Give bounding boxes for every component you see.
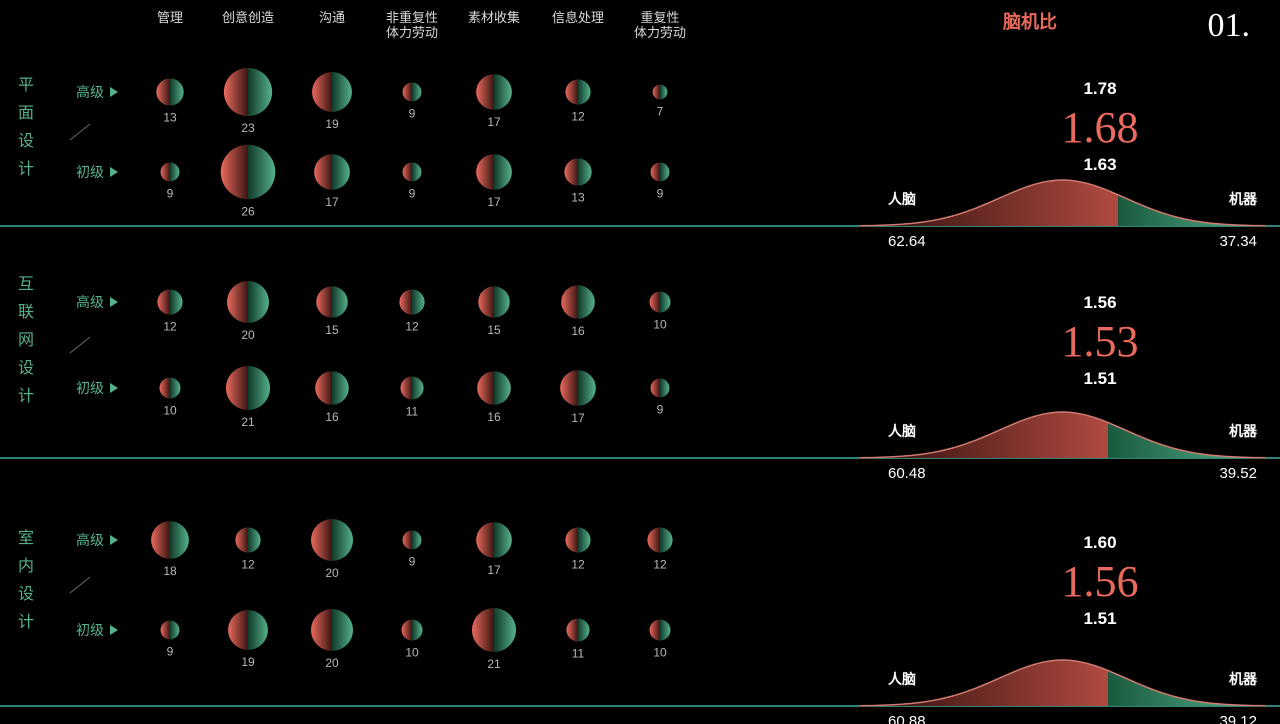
category-label: 计 [18, 613, 34, 631]
machine-value: 39.52 [1219, 465, 1257, 482]
bubble-value: 21 [241, 415, 255, 429]
ratio-top: 1.56 [1083, 293, 1116, 312]
ratio-main: 1.53 [1062, 317, 1139, 366]
bubble-value: 9 [409, 186, 416, 200]
bubble-value: 15 [487, 323, 501, 337]
category-label: 联 [18, 303, 34, 321]
bubble-value: 10 [163, 404, 177, 418]
bubble-value: 23 [241, 121, 255, 135]
level-label: 高级 [76, 84, 104, 100]
bubble-value: 20 [325, 656, 339, 670]
category-label: 计 [18, 160, 34, 178]
bubble-value: 17 [487, 563, 501, 577]
brain-value: 62.64 [888, 233, 926, 250]
bubble-value: 12 [653, 558, 667, 572]
level-label: 高级 [76, 532, 104, 548]
bubble-value: 9 [657, 402, 664, 416]
category-label: 设 [18, 132, 34, 150]
machine-value: 39.12 [1219, 713, 1257, 724]
category-label: 室 [18, 529, 34, 547]
brain-label: 人脑 [888, 671, 916, 687]
bubble-value: 17 [571, 411, 585, 425]
column-header: 信息处理 [552, 10, 604, 25]
bubble-value: 12 [571, 558, 585, 572]
level-label: 高级 [76, 294, 104, 310]
machine-label: 机器 [1229, 423, 1258, 439]
level-label: 初级 [76, 164, 104, 180]
brain-value: 60.88 [888, 713, 926, 724]
bubble-value: 16 [487, 410, 501, 424]
bubble-value: 13 [163, 111, 177, 125]
brain-value: 60.48 [888, 465, 926, 482]
category-label: 互 [18, 276, 34, 293]
ratio-top: 1.60 [1083, 533, 1116, 552]
bubble-value: 10 [653, 318, 667, 332]
column-header: 重复性 [640, 10, 679, 25]
bubble-value: 10 [653, 646, 667, 660]
bubble-value: 11 [406, 405, 419, 419]
bubble-value: 18 [163, 564, 177, 578]
column-header: 管理 [157, 10, 183, 25]
machine-label: 机器 [1229, 671, 1258, 687]
category-label: 面 [18, 105, 34, 122]
ratio-bottom: 1.51 [1083, 609, 1116, 628]
bubble-value: 9 [167, 644, 174, 658]
bubble-value: 13 [571, 191, 585, 205]
column-header: 非重复性 [386, 10, 438, 25]
brain-label: 人脑 [888, 423, 916, 439]
machine-label: 机器 [1229, 191, 1258, 207]
category-label: 内 [18, 557, 34, 575]
category-label: 平 [18, 77, 34, 94]
ratio-bottom: 1.51 [1083, 369, 1116, 388]
column-header: 沟通 [319, 10, 345, 25]
ratio-main: 1.68 [1062, 103, 1139, 152]
bubble-value: 17 [487, 195, 501, 209]
category-label: 设 [18, 359, 34, 377]
ratio-top: 1.78 [1083, 79, 1116, 98]
header-title: 脑机比 [1003, 11, 1057, 32]
bubble-value: 12 [571, 110, 585, 124]
bubble-value: 12 [405, 320, 419, 334]
ratio-main: 1.56 [1062, 557, 1139, 606]
category-label: 计 [18, 387, 34, 405]
ratio-bottom: 1.63 [1083, 155, 1116, 174]
bubble-value: 20 [325, 566, 339, 580]
level-label: 初级 [76, 380, 104, 396]
bubble-value: 9 [167, 186, 174, 200]
category-label: 设 [18, 585, 34, 603]
bubble-value: 9 [409, 554, 416, 568]
bubble-value: 7 [657, 104, 664, 118]
bubble-value: 10 [405, 646, 419, 660]
column-header: 素材收集 [468, 10, 520, 25]
brain-label: 人脑 [888, 191, 916, 207]
bubble-value: 19 [241, 655, 255, 669]
bubble-value: 21 [487, 657, 501, 671]
bubble-value: 9 [409, 106, 416, 120]
category-label: 网 [18, 332, 34, 349]
bubble-value: 19 [325, 117, 339, 131]
bubble-value: 20 [241, 328, 255, 342]
bubble-value: 17 [487, 115, 501, 129]
level-label: 初级 [76, 622, 104, 638]
bubble-value: 9 [657, 186, 664, 200]
bubble-value: 16 [325, 410, 339, 424]
bubble-value: 12 [241, 558, 255, 572]
column-header: 体力劳动 [386, 25, 438, 40]
bubble-value: 11 [572, 647, 585, 661]
bubble-value: 17 [325, 195, 339, 209]
column-header: 体力劳动 [634, 25, 686, 40]
machine-value: 37.34 [1219, 233, 1257, 250]
infographic-canvas: 01.脑机比管理创意创造沟通非重复性体力劳动素材收集信息处理重复性体力劳动平面设… [0, 0, 1280, 724]
bubble-value: 26 [241, 204, 255, 218]
bubble-value: 12 [163, 320, 177, 334]
page-number: 01. [1208, 7, 1251, 44]
bubble-value: 15 [325, 323, 339, 337]
column-header: 创意创造 [222, 10, 274, 25]
bubble-value: 16 [571, 324, 585, 338]
